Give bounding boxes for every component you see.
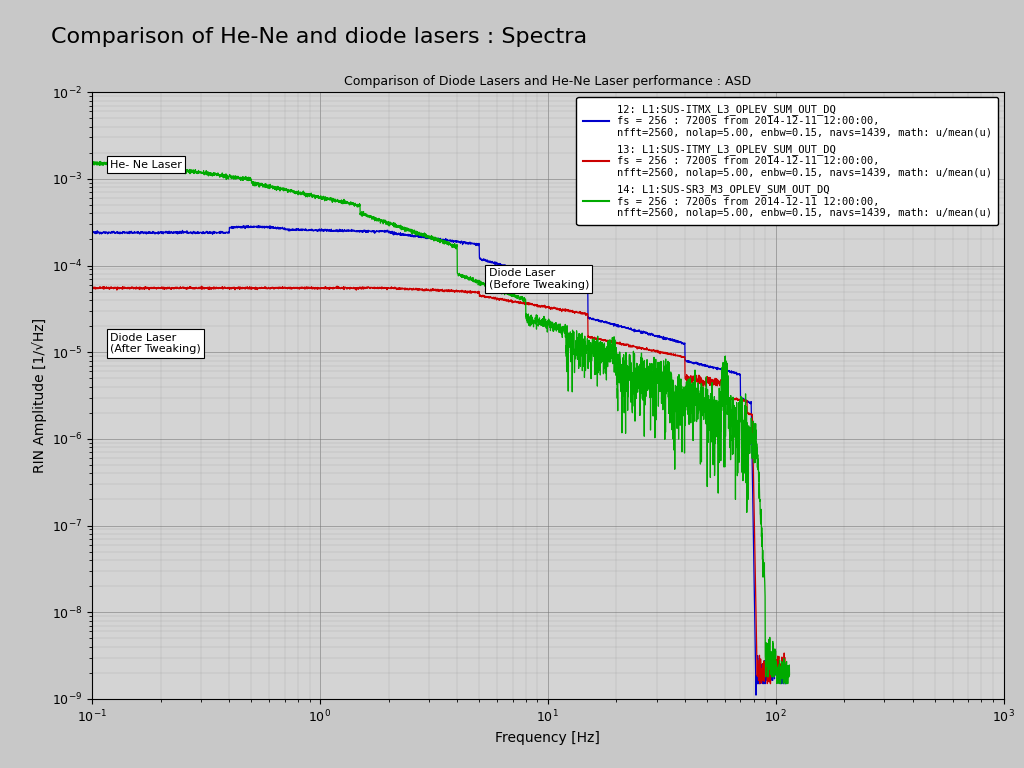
- Legend: 12: L1:SUS-ITMX_L3_OPLEV_SUM_OUT_DQ
fs = 256 : 7200s from 2014-12-11 12:00:00,
n: 12: L1:SUS-ITMX_L3_OPLEV_SUM_OUT_DQ fs =…: [577, 98, 998, 225]
- Text: Diode Laser
(Before Tweaking): Diode Laser (Before Tweaking): [488, 268, 589, 290]
- Text: Comparison of He-Ne and diode lasers : Spectra: Comparison of He-Ne and diode lasers : S…: [51, 27, 588, 47]
- X-axis label: Frequency [Hz]: Frequency [Hz]: [496, 731, 600, 745]
- Text: Diode Laser
(After Tweaking): Diode Laser (After Tweaking): [111, 333, 201, 354]
- Text: He- Ne Laser: He- Ne Laser: [111, 160, 182, 170]
- Title: Comparison of Diode Lasers and He-Ne Laser performance : ASD: Comparison of Diode Lasers and He-Ne Las…: [344, 75, 752, 88]
- Y-axis label: RIN Amplitude [1/√Hz]: RIN Amplitude [1/√Hz]: [32, 318, 46, 473]
